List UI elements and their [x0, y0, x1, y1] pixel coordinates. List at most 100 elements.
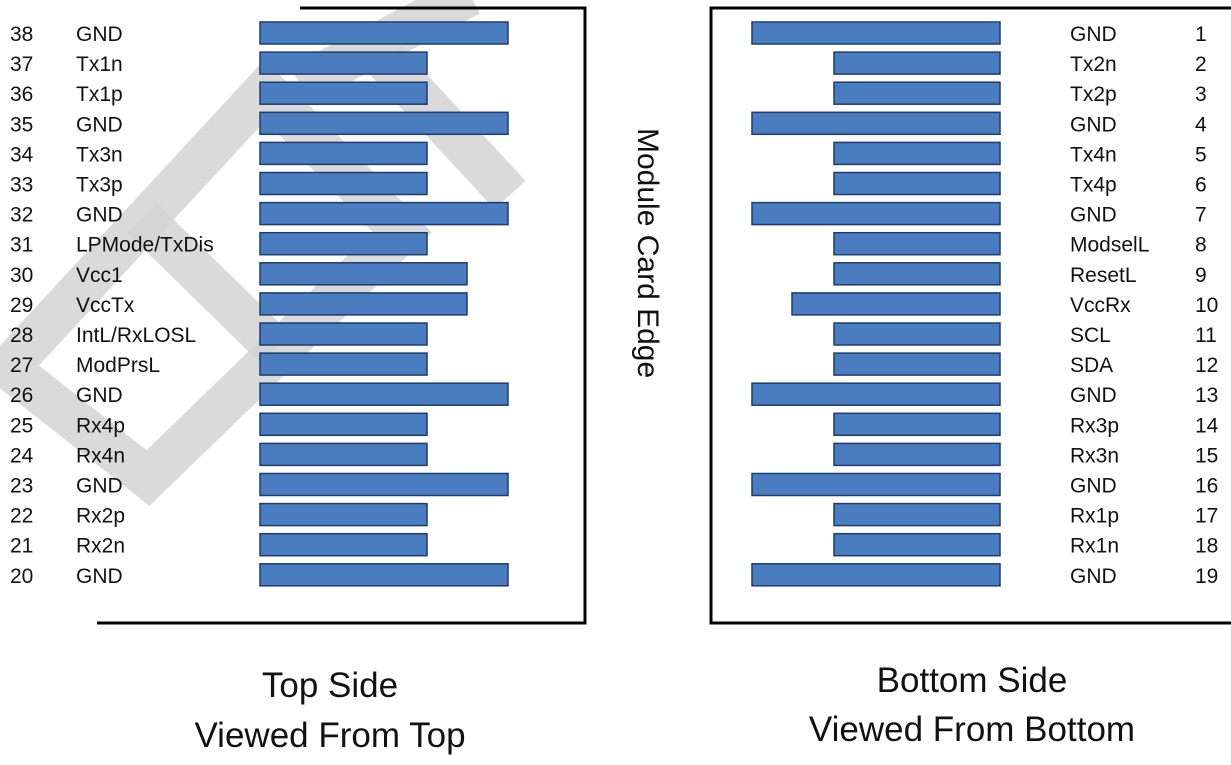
pin-signal-name: Tx3p: [76, 174, 123, 197]
pin-signal-name: Tx3n: [76, 143, 123, 166]
contact-pad-pin-17: [833, 502, 1001, 527]
contact-pad-pin-23: [259, 472, 509, 497]
pin-signal-name: GND: [76, 384, 123, 407]
pin-number: 34: [10, 143, 34, 166]
contact-pad-pin-19: [751, 563, 1001, 587]
pin-signal-name: ResetL: [1070, 264, 1137, 287]
pin-number: 13: [1195, 384, 1218, 407]
pin-signal-name: GND: [76, 565, 123, 588]
pin-signal-name: GND: [76, 113, 123, 136]
pin-signal-name: Rx3p: [1070, 414, 1119, 437]
top-side-pin-labels: 38 GND 37 Tx1n 36 Tx1p 35 GND 34 Tx3n 33 Tx3p 32 GND 3…: [10, 23, 214, 588]
pin-number: 5: [1195, 143, 1207, 166]
pin-signal-name: LPMode/TxDis: [76, 234, 214, 257]
pin-number: 22: [10, 505, 33, 528]
pin-signal-name: GND: [1070, 384, 1117, 407]
pin-signal-name: Rx1n: [1070, 535, 1119, 558]
contact-pad-pin-5: [833, 141, 1001, 166]
pin-signal-name: Rx3n: [1070, 444, 1119, 467]
pin-number: 23: [10, 475, 33, 498]
contact-pad-pin-2: [833, 51, 1001, 75]
pin-signal-name: VccRx: [1070, 294, 1131, 317]
bottom-side-pin-labels: GND 1 Tx2n 2 Tx2p 3 GND 4 Tx4n 5 Tx4p 6 GND 7 ModselL 8…: [1070, 23, 1219, 588]
contact-pad-pin-27: [259, 352, 428, 376]
pin-signal-name: Tx1p: [76, 83, 123, 106]
pin-number: 11: [1195, 324, 1217, 347]
pin-number: 29: [10, 294, 33, 317]
pin-signal-name: GND: [1070, 475, 1117, 498]
bottom-side-caption: Bottom Side: [877, 661, 1068, 700]
bottom-side-pads: [751, 21, 1001, 587]
top-side-pads: [259, 21, 509, 587]
pin-signal-name: Rx2n: [76, 535, 125, 558]
contact-pad-pin-37: [259, 51, 428, 75]
pin-number: 16: [1195, 475, 1218, 498]
pin-signal-name: Tx4n: [1070, 143, 1117, 166]
contact-pad-pin-12: [833, 352, 1001, 376]
pin-signal-name: Tx1n: [76, 53, 123, 76]
pin-number: 19: [1195, 565, 1218, 588]
contact-pad-pin-7: [751, 201, 1001, 226]
contact-pad-pin-35: [259, 111, 509, 136]
contact-pad-pin-1: [751, 21, 1001, 45]
pin-signal-name: Tx2p: [1070, 83, 1117, 106]
pin-signal-name: GND: [1070, 565, 1117, 588]
pin-number: 35: [10, 113, 33, 136]
contact-pad-pin-4: [751, 111, 1001, 136]
pin-number: 6: [1195, 174, 1207, 197]
contact-pad-pin-33: [259, 171, 428, 196]
contact-pad-pin-3: [833, 81, 1001, 105]
contact-pad-pin-15: [833, 442, 1001, 467]
pin-number: 9: [1195, 264, 1207, 287]
contact-pad-pin-16: [751, 472, 1001, 497]
pin-number: 27: [10, 354, 33, 377]
pin-number: 30: [10, 264, 33, 287]
top-side-caption: Top Side: [262, 666, 398, 705]
pin-number: 14: [1195, 414, 1219, 437]
contact-pad-pin-11: [833, 322, 1001, 346]
contact-pad-pin-6: [833, 171, 1001, 196]
contact-pad-pin-28: [259, 322, 428, 346]
pin-signal-name: SCL: [1070, 324, 1111, 347]
pin-signal-name: Rx4n: [76, 444, 125, 467]
pin-number: 18: [1195, 535, 1218, 558]
pin-signal-name: Tx2n: [1070, 53, 1117, 76]
pin-signal-name: Vcc1: [76, 264, 123, 287]
bottom-side-subcaption: Viewed From Bottom: [809, 710, 1135, 749]
contact-pad-pin-32: [259, 201, 509, 226]
contact-pad-pin-9: [833, 262, 1001, 286]
pin-number: 20: [10, 565, 33, 588]
contact-pad-pin-13: [751, 382, 1001, 406]
top-side-subcaption: Viewed From Top: [194, 716, 465, 755]
pin-signal-name: VccTx: [76, 294, 135, 317]
pin-number: 25: [10, 414, 33, 437]
pin-signal-name: ModselL: [1070, 234, 1149, 257]
pin-number: 15: [1195, 444, 1218, 467]
pin-number: 7: [1195, 204, 1207, 227]
contact-pad-pin-22: [259, 502, 428, 527]
contact-pad-pin-14: [833, 412, 1001, 437]
contact-pad-pin-24: [259, 442, 428, 467]
contact-pad-pin-21: [259, 532, 428, 557]
pin-number: 10: [1195, 294, 1218, 317]
contact-pad-pin-38: [259, 21, 509, 45]
pin-signal-name: SDA: [1070, 354, 1113, 377]
contact-pad-pin-8: [833, 231, 1001, 256]
pin-signal-name: Rx1p: [1070, 505, 1119, 528]
contact-pad-pin-36: [259, 81, 428, 105]
pin-number: 2: [1195, 53, 1207, 76]
contact-pad-pin-18: [833, 532, 1001, 557]
contact-pad-pin-10: [791, 292, 1001, 316]
top-side-frame: [97, 6, 587, 625]
pin-number: 26: [10, 384, 33, 407]
pin-number: 8: [1195, 234, 1207, 257]
contact-pad-pin-20: [259, 563, 509, 587]
pin-number: 4: [1195, 113, 1207, 136]
pin-signal-name: Rx4p: [76, 414, 125, 437]
pin-number: 17: [1195, 505, 1218, 528]
module-card-edge-label: Module Card Edge: [631, 128, 664, 378]
pin-signal-name: GND: [76, 475, 123, 498]
pin-number: 21: [10, 535, 33, 558]
pin-number: 1: [1195, 23, 1207, 46]
pin-number: 36: [10, 83, 33, 106]
